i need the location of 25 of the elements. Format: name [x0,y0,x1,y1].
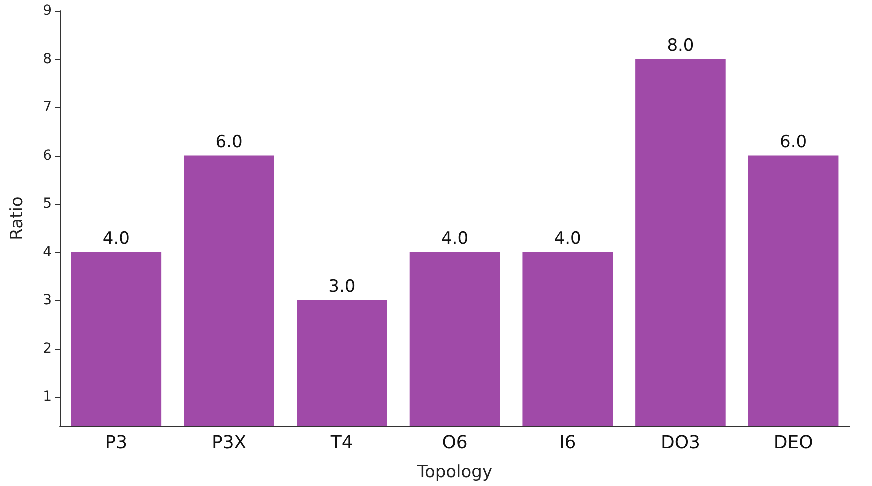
y-tick-label: 1 [43,389,52,406]
data-label: 4.0 [102,228,130,249]
x-tick-label: T4 [330,432,354,454]
x-tick-label: P3X [212,432,247,454]
x-tick-label: P3 [105,432,128,454]
data-label: 6.0 [780,132,808,152]
x-tick-label: I6 [559,432,576,454]
data-label: 8.0 [667,36,694,56]
y-tick-label: 2 [43,340,52,357]
x-axis-title: Topology [416,462,493,482]
y-tick-label: 5 [43,196,52,212]
data-label: 6.0 [216,132,243,152]
y-tick-label: 3 [43,292,52,309]
data-label: 4.0 [554,228,582,249]
data-label: 4.0 [441,228,469,249]
y-tick-label: 4 [43,244,52,260]
x-tick-label: O6 [442,432,468,454]
y-tick-label: 6 [43,148,52,164]
y-tick-label: 8 [43,51,52,68]
data-label: 3.0 [328,277,356,298]
x-tick-label: DO3 [660,432,700,454]
x-tick-label: DEO [774,432,814,454]
y-tick-label: 7 [43,100,52,116]
y-tick-label: 9 [43,3,52,19]
y-axis-title: Ratio [8,196,28,240]
